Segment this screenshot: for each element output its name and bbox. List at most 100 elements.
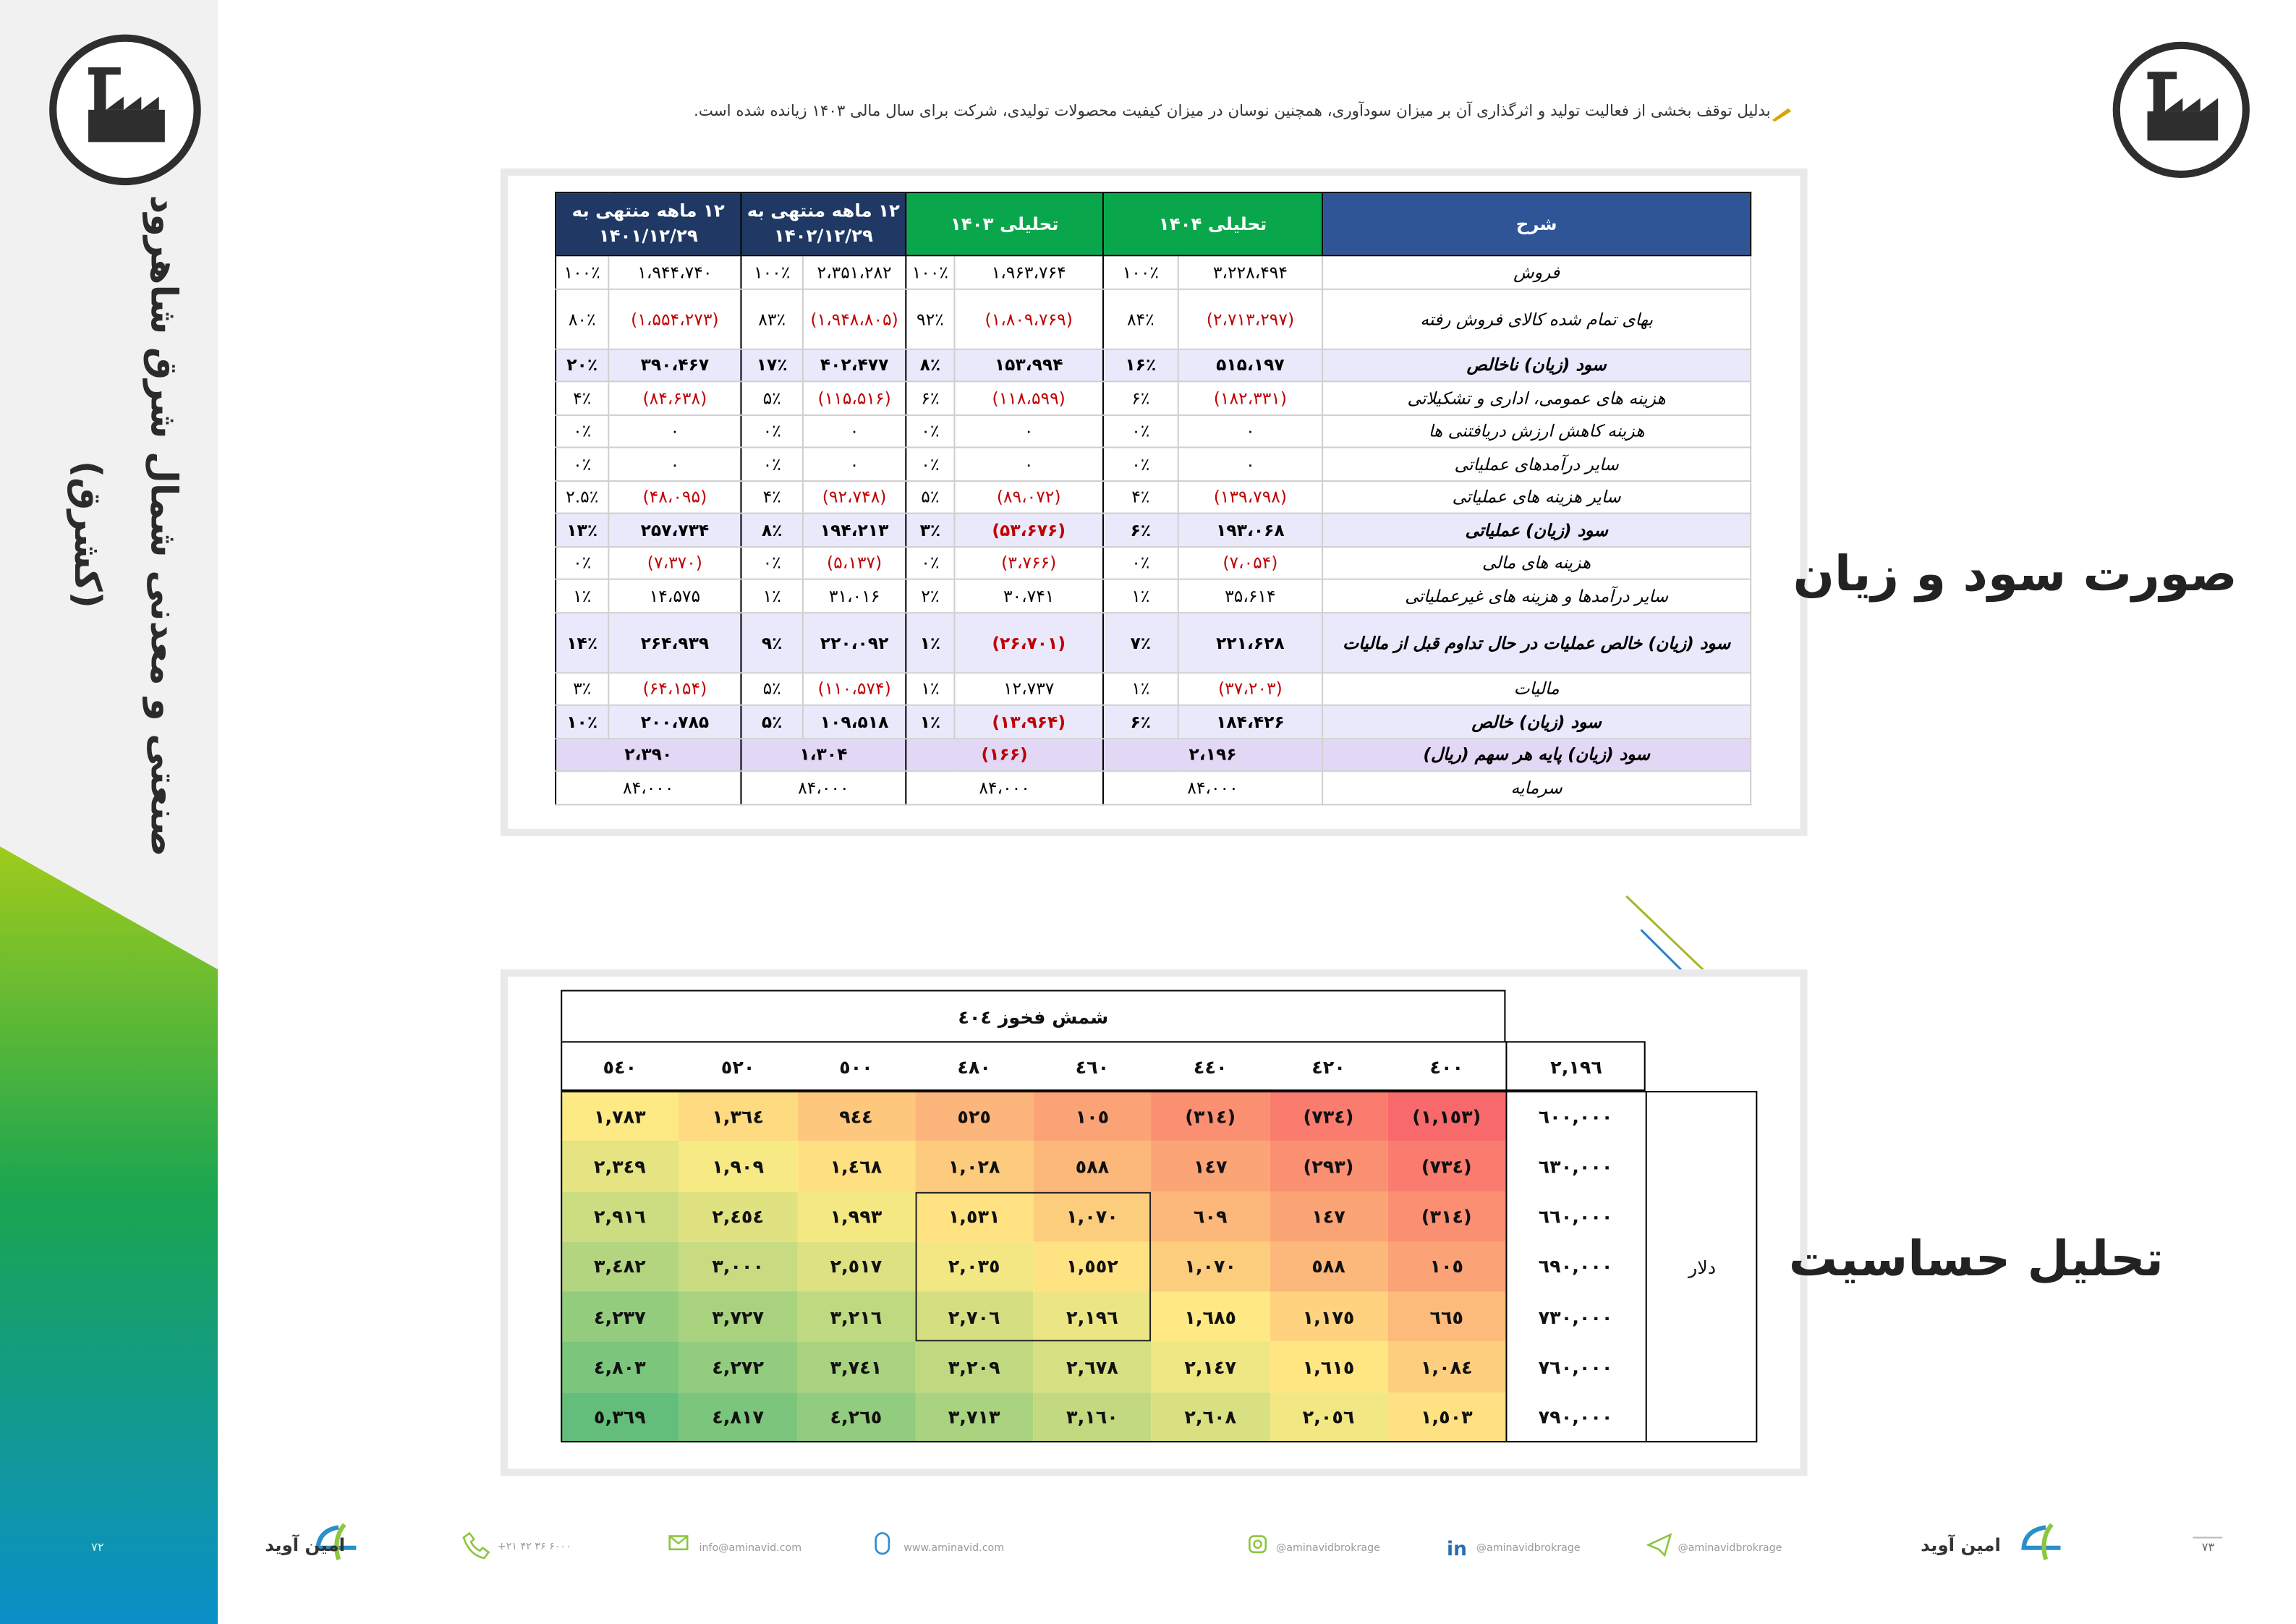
cell-percent: ۰٪ [555, 545, 610, 580]
cell-value: ۰ [953, 413, 1104, 448]
row-label: سایر هزینه های عملیاتی [1322, 479, 1752, 514]
sensitivity-cell: ١,٧٨٣ [561, 1091, 679, 1142]
sensitivity-cell: ٢,١٩٦ [1033, 1291, 1152, 1343]
cell-value: (۸۴،۶۳۸) [608, 381, 742, 415]
cell-percent: ۱۴٪ [555, 611, 610, 673]
cell-percent: ۰٪ [555, 413, 610, 448]
sensitivity-cell: ١,٦٨٥ [1151, 1291, 1270, 1343]
cell-value: ۳۱،۰۱۶ [802, 578, 907, 613]
row-header: ٧٦٠,٠٠٠ [1505, 1342, 1646, 1393]
row-label: مالیات [1322, 671, 1752, 706]
income-row: سایر درآمدهای عملیاتی ۰ ۰٪ ۰ ۰٪ ۰ ۰٪ ۰ ۰٪ [555, 446, 1752, 481]
cell-percent: ۷٪ [1102, 611, 1179, 673]
note-icon [1772, 108, 1792, 122]
cell-value: ۳،۲۲۸،۴۹۴ [1177, 255, 1324, 289]
cell-value: ۲۲۱،۶۲۸ [1177, 611, 1324, 673]
cell-value: ۸۴،۰۰۰ [905, 770, 1104, 805]
cell-percent: ۵٪ [905, 479, 956, 514]
cell-percent: ۰٪ [1102, 446, 1179, 481]
table-title: شمش فخوز ٤٠٤ [561, 990, 1506, 1042]
sensitivity-cell: ٢,٠٥٦ [1269, 1392, 1388, 1442]
footer-brand: امین آوید [265, 1534, 345, 1555]
cell-percent: ۶٪ [1102, 704, 1179, 739]
cell-percent: ۲۰٪ [555, 347, 610, 383]
sensitivity-cell: (٧٣٤) [1269, 1091, 1388, 1142]
footer-email: info@aminavid.com [699, 1542, 802, 1554]
sensitivity-cell: (٧٣٤) [1387, 1141, 1506, 1191]
sensitivity-cell: ٦٠٩ [1151, 1191, 1270, 1242]
cell-percent: ۱۰۰٪ [740, 255, 804, 289]
row-label: هزینه های مالی [1322, 545, 1752, 580]
cell-value: (۱،۵۵۴،۲۷۳) [608, 287, 742, 349]
sensitivity-cell: (٣١٤) [1387, 1191, 1506, 1242]
sensitivity-cell: ٣,٧٤١ [796, 1342, 916, 1393]
income-row: سود (زیان) خالص عملیات در حال تداوم قبل … [555, 611, 1752, 673]
cell-percent: ۰٪ [905, 413, 956, 448]
column-header: ٤٤٠ [1193, 1055, 1228, 1077]
row-label: سود (زیان) پایه هر سهم (ریال) [1322, 737, 1752, 772]
cell-value: ۱،۹۴۴،۷۴۰ [608, 255, 742, 289]
cell-value: (۲۶،۷۰۱) [953, 611, 1104, 673]
row-label: سود (زیان) خالص [1322, 704, 1752, 739]
column-header: ٤٠٠ [1429, 1055, 1464, 1077]
sensitivity-cell: ٣,٧٢٧ [679, 1291, 797, 1343]
column-header: ٥٤٠ [603, 1055, 637, 1077]
cell-percent: ۶٪ [1102, 381, 1179, 415]
row-axis-label: دلار [1645, 1091, 1758, 1442]
sensitivity-cell: ١٤٧ [1269, 1191, 1388, 1242]
cell-value: ۵۱۵،۱۹۷ [1177, 347, 1324, 383]
row-header: ٦٠٠,٠٠٠ [1505, 1091, 1646, 1142]
cell-percent: ۸۰٪ [555, 287, 610, 349]
sensitivity-cell: ٢,٩١٦ [561, 1191, 679, 1242]
header-row [561, 1041, 1646, 1092]
cell-value: ۱۹۳،۰۶۸ [1177, 512, 1324, 548]
cell-value: ۰ [953, 446, 1104, 481]
cell-value: (۱۸۲،۳۳۱) [1177, 381, 1324, 415]
footer-website: www.aminavid.com [903, 1542, 1005, 1554]
income-header: شرح تحلیلی ۱۴۰۴ تحلیلی ۱۴۰۳ ۱۲ ماهه منتهی ب… [555, 192, 1752, 257]
cell-percent: ۱٪ [740, 578, 804, 613]
income-row: سود (زیان) خالص ۱۸۴،۴۲۶ ۶٪ (۱۳،۹۶۴) ۱٪ ۱۰۹،۵۱… [555, 704, 1752, 739]
cell-percent: ۶٪ [905, 381, 956, 415]
cell-value: (۵،۱۳۷) [802, 545, 907, 580]
column-header: تحلیلی ۱۴۰۴ [1102, 192, 1324, 257]
cell-percent: ۵٪ [740, 704, 804, 739]
sensitivity-cell: ٢,٠٣٥ [915, 1241, 1034, 1292]
sensitivity-cell: ١,٣٦٤ [679, 1091, 797, 1142]
sensitivity-cell: ٤,٨١٧ [679, 1392, 797, 1442]
sensitivity-cell: ١,٦١٥ [1269, 1342, 1388, 1393]
sensitivity-cell: ٩٤٤ [796, 1091, 916, 1142]
row-label: سرمایه [1322, 770, 1752, 805]
cell-percent: ۰٪ [740, 413, 804, 448]
sensitivity-cell: ١,٤٦٨ [796, 1141, 916, 1191]
cell-value: ۸۴،۰۰۰ [1102, 770, 1324, 805]
cell-percent: ۱٪ [905, 704, 956, 739]
income-row: هزینه های عمومی، اداری و تشکیلاتی (۱۸۲،۳۳… [555, 381, 1752, 415]
cell-value: ۱۸۴،۴۲۶ [1177, 704, 1324, 739]
cell-percent: ۶٪ [1102, 512, 1179, 548]
cell-value: (۱،۹۴۸،۸۰۵) [802, 287, 907, 349]
sensitivity-cell: (٣١٤) [1151, 1091, 1270, 1142]
row-label: سایر درآمدهای عملیاتی [1322, 446, 1752, 481]
sensitivity-cell: ٥٨٨ [1033, 1141, 1152, 1191]
income-row: سایر درآمدها و هزینه های غیرعملیاتی ۳۵،۶۱… [555, 578, 1752, 613]
cell-percent: ۱۰۰٪ [1102, 255, 1179, 289]
sensitivity-cell: ٢,٥١٧ [796, 1241, 916, 1292]
cell-value: ۲۶۴،۹۳۹ [608, 611, 742, 673]
cell-value: ۰ [802, 413, 907, 448]
sensitivity-cell: ١,٠٧٠ [1033, 1191, 1152, 1242]
sensitivity-cell: ١,١٧٥ [1269, 1291, 1388, 1343]
cell-percent: ۱۰۰٪ [555, 255, 610, 289]
footer-phone: +۲۱ ۴۲ ۳۶ ۶۰۰۰ [497, 1540, 571, 1552]
income-row: هزینه های مالی (۷،۰۵۴) ۰٪ (۳،۷۶۶) ۰٪ (۵،۱۳۷) ۰… [555, 545, 1752, 580]
sensitivity-cell: ١٤٧ [1151, 1141, 1270, 1191]
sensitivity-cell: ١,٩٠٩ [679, 1141, 797, 1191]
cell-percent: ۹٪ [740, 611, 804, 673]
income-body: فروش ۳،۲۲۸،۴۹۴ ۱۰۰٪ ۱،۹۶۳،۷۶۴ ۱۰۰٪ ۲،۳۵۱،۲۸۲ ۱… [555, 255, 1752, 805]
income-row: هزینه کاهش ارزش دریافتنی ها ۰ ۰٪ ۰ ۰٪ ۰ ۰٪ ۰ ۰٪ [555, 413, 1752, 448]
footer-instagram: @aminavidbrokrage [1276, 1542, 1380, 1554]
sensitivity-cell: ١,٥٠٣ [1387, 1392, 1506, 1442]
row-label: سود (زیان) خالص عملیات در حال تداوم قبل … [1322, 611, 1752, 673]
cell-value: ۲۵۷،۷۳۴ [608, 512, 742, 548]
